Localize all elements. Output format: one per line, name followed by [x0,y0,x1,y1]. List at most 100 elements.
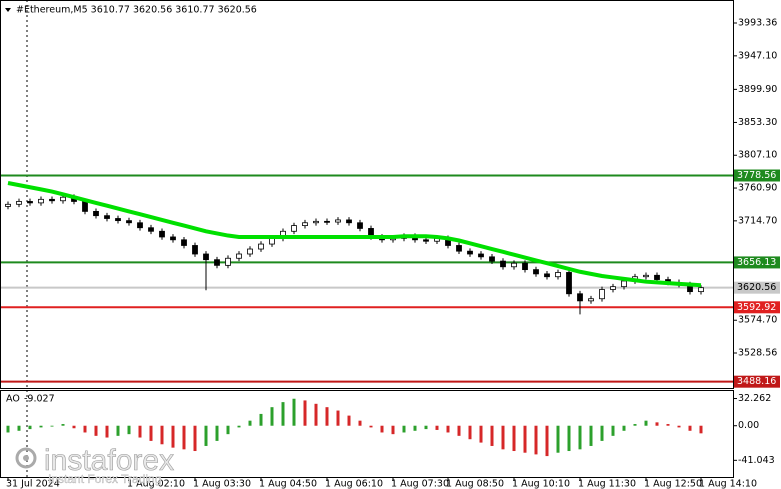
ao-bar [303,400,307,426]
ao-bar [677,425,681,428]
candle-body [49,198,55,202]
candle-body [489,256,495,262]
candle-body [93,211,99,217]
ao-bar [270,407,274,426]
candle-body [577,293,583,302]
ao-frame [0,390,734,478]
ao-title: AO [6,394,20,405]
candle-body [555,272,561,278]
chart-title: #Ethereum,M5 3610.77 3620.56 3610.77 362… [16,5,257,16]
x-tick-label: 1 Aug 07:30 [391,479,449,489]
ao-bar [655,422,659,426]
ao-bar [248,420,252,426]
ao-bar [424,425,428,430]
candle-body [500,260,506,268]
y-tick-label: 3714.70 [738,215,777,226]
ao-bar [160,425,164,445]
ao-bar [534,425,538,455]
ao-bar [105,425,109,438]
candle-body [456,245,462,252]
ao-bar [457,425,461,436]
ao-bar [127,425,131,435]
watermark-tagline: Instant Forex Trading [48,472,161,486]
menu-arrow [5,8,11,12]
candle-body [247,248,253,255]
candle-body [170,236,176,241]
x-tick-label: 1 Aug 04:50 [259,479,317,489]
ao-bar [325,407,329,426]
candle-body [313,220,319,224]
candle-body [478,253,484,258]
logo [15,447,37,469]
ao-bar [83,425,87,433]
candle-body [533,269,539,275]
ao-bar [435,425,439,430]
ao-bar [633,424,637,426]
level-box [734,301,780,314]
moving-average [7,181,702,288]
candle-body [357,222,363,229]
ao-bar [94,425,98,436]
candle-body [192,245,198,255]
candle-body [203,253,209,261]
main-frame [0,0,734,389]
candle-body [335,219,341,223]
x-tick-label: 1 Aug 11:30 [578,479,636,489]
ao-bar [259,413,263,426]
y-tick-label: 3760.90 [738,183,777,194]
candle-body [423,239,429,242]
ao-bar [50,425,54,427]
ao-bar [226,425,230,435]
candle-body [5,203,11,207]
ao-bar [193,425,197,452]
candle-body [566,272,572,295]
ao-bar [622,425,626,431]
ao-bar [237,425,241,428]
candle-body [38,198,44,204]
ao-bar [336,410,340,426]
candle-body [104,215,110,219]
ao-bar [6,425,10,433]
ao-bar [490,425,494,446]
ao-bar [215,425,219,441]
x-tick-label: 1 Aug 14:10 [699,479,757,489]
ao-bar [182,425,186,450]
candle-body [269,237,275,245]
logo [23,455,29,461]
x-tick-label: 1 Aug 06:10 [325,479,383,489]
level-box [734,256,780,269]
ao-bar [369,425,373,428]
level-label: 3488.16 [737,376,776,387]
candle-body [302,222,308,227]
candle-body [522,262,528,271]
ao-bar [380,425,384,433]
candle-body [654,274,660,280]
x-tick-label: 31 Jul 2024 [6,479,60,489]
candle-body [467,250,473,255]
ao-y-tick-label: 32.262 [738,393,771,404]
candle-body [159,230,165,238]
candle-body [225,257,231,266]
y-tick-label: 3993.36 [738,18,777,29]
ao-bar [545,425,549,457]
ao-bar [292,398,296,426]
level-box [734,281,780,294]
candle-body [511,262,517,268]
y-tick-label: 3807.10 [738,150,777,161]
level-label: 3778.56 [737,170,776,181]
candle-body [258,243,264,250]
ao-bar [644,420,648,426]
candle-body [148,227,154,232]
ao-bar [446,425,450,433]
ao-bar [699,425,703,434]
ao-bar [171,425,175,448]
candle-body [324,220,330,223]
ao-bar [413,425,417,431]
level-label: 3620.56 [737,282,776,293]
ao-bar [468,425,472,440]
ao-bar [314,403,318,426]
ao-bar [347,415,351,426]
ao-bar [589,425,593,446]
ao-bar [358,420,362,426]
